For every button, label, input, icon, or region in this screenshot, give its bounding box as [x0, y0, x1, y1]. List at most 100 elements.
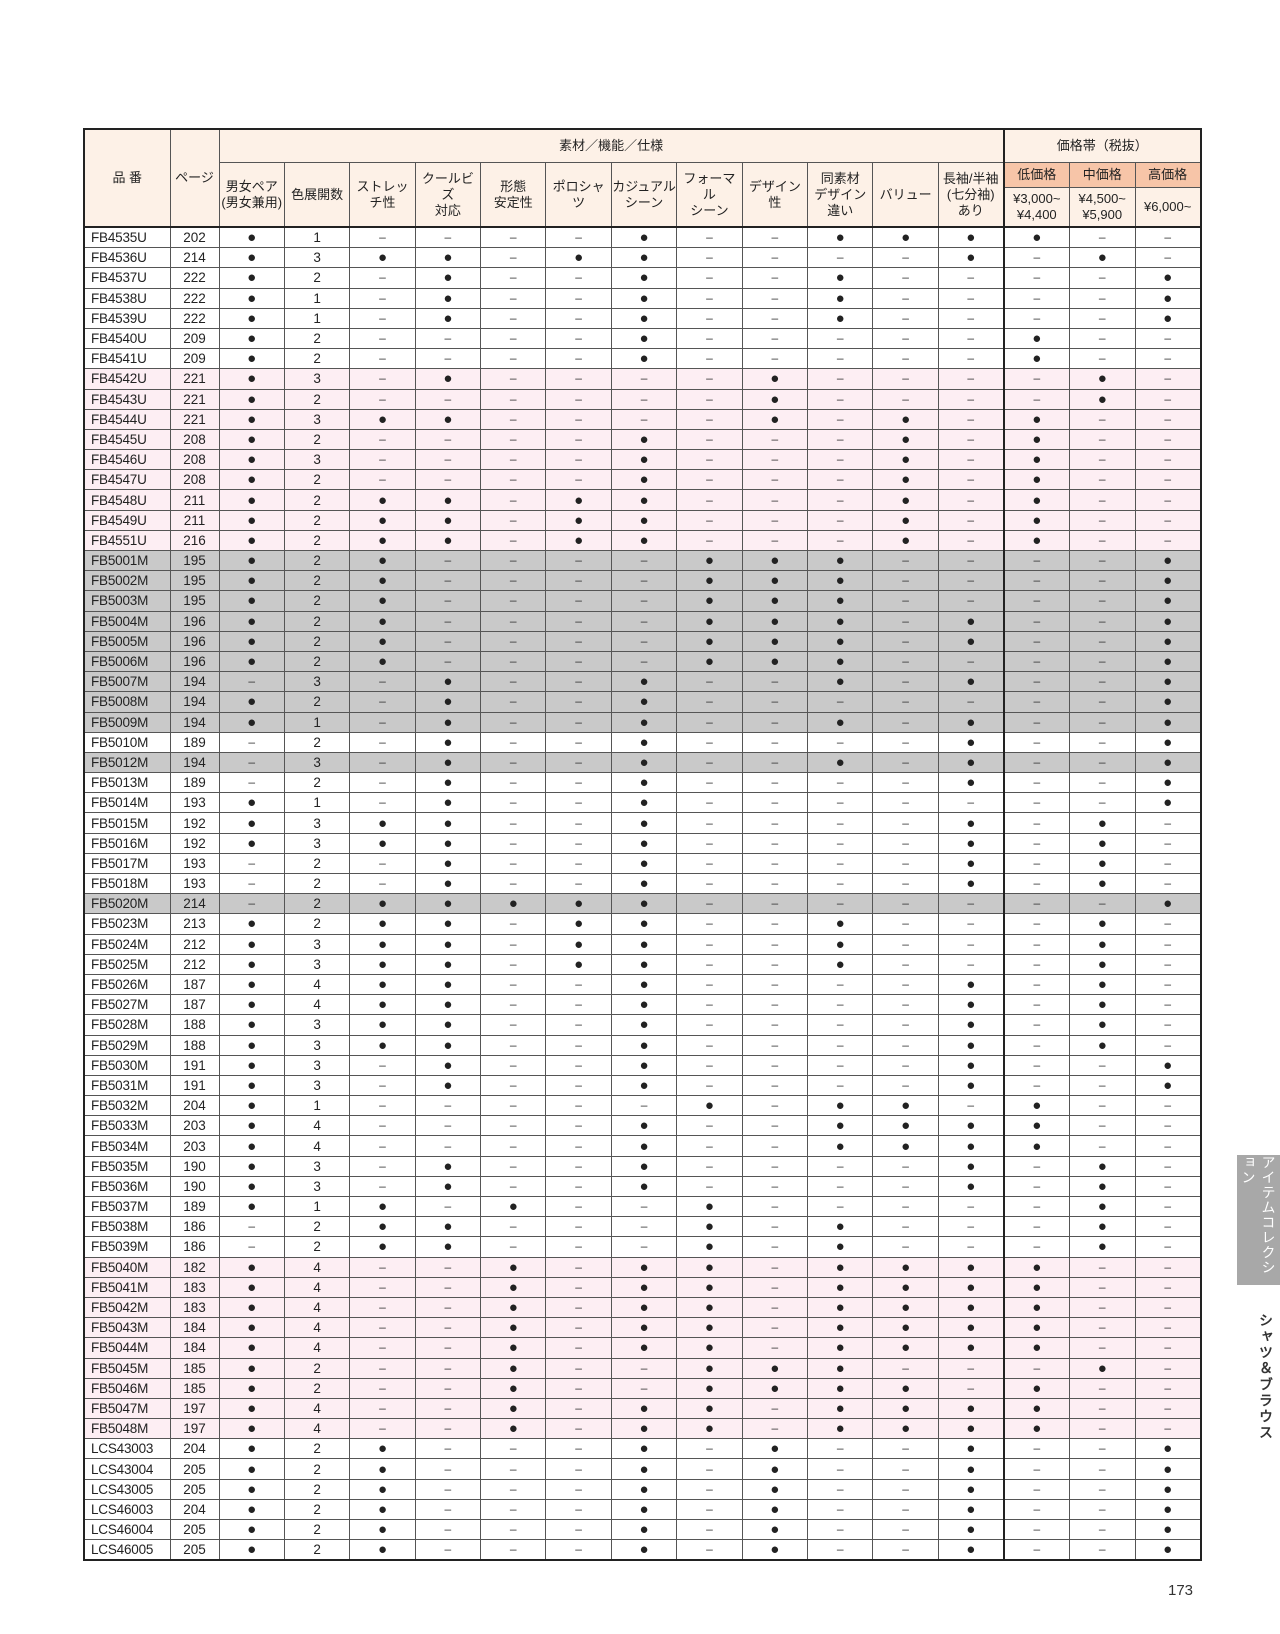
dash-mark: – — [1002, 691, 1070, 713]
filled-dot-mark: ● — [1134, 610, 1202, 632]
dash-mark: – — [676, 872, 743, 895]
filled-dot-mark: ● — [1134, 1539, 1202, 1561]
dash-mark: – — [676, 469, 743, 491]
table-row: FB5013M 189–2– ● – – ● – – – – ● – – ● — [83, 772, 1202, 794]
filled-dot-mark: ● — [218, 1195, 285, 1218]
dash-mark: – — [807, 489, 874, 511]
dash-mark: – — [480, 1216, 547, 1238]
header-feature: 男女ペア (男女兼用) — [218, 162, 285, 228]
filled-dot-mark: ● — [610, 893, 678, 915]
product-code: FB5030M — [83, 1054, 171, 1076]
dash-mark: – — [676, 792, 743, 814]
dash-mark: – — [349, 1418, 416, 1440]
catalog-page: 191 — [169, 1054, 220, 1076]
dash-mark: – — [414, 1135, 482, 1157]
filled-dot-mark: ● — [937, 1256, 1005, 1278]
dash-mark: – — [1002, 1054, 1070, 1076]
catalog-page: 185 — [169, 1377, 220, 1399]
dash-mark: – — [741, 751, 809, 774]
filled-dot-mark: ● — [610, 1438, 678, 1460]
catalog-page: 188 — [169, 1034, 220, 1056]
color-count: 2 — [283, 549, 351, 572]
color-count: 1 — [283, 1095, 351, 1117]
dash-mark: – — [480, 388, 547, 410]
dash-mark: – — [480, 287, 547, 309]
product-code: FB5037M — [83, 1195, 171, 1218]
side-tab-item-collection[interactable]: アイテムコレクション — [1237, 1155, 1280, 1285]
color-count: 2 — [283, 1357, 351, 1379]
dash-mark: – — [741, 953, 809, 975]
catalog-page: 188 — [169, 1014, 220, 1036]
dash-mark: – — [545, 549, 612, 572]
catalog-page: 191 — [169, 1074, 220, 1097]
table-row: FB4536U 214 ● 3 ● ● – ● ● – – – – ● – ● – — [83, 247, 1202, 269]
dash-mark: – — [1068, 1397, 1136, 1420]
price-range-high: ¥6,000~ — [1134, 187, 1202, 228]
dash-mark: – — [937, 570, 1005, 592]
dash-mark: – — [741, 1095, 809, 1117]
dash-mark: – — [1002, 1438, 1070, 1460]
filled-dot-mark: ● — [676, 1418, 743, 1440]
filled-dot-mark: ● — [1134, 630, 1202, 652]
color-count: 3 — [283, 933, 351, 955]
filled-dot-mark: ● — [545, 893, 612, 915]
filled-dot-mark: ● — [1068, 247, 1136, 269]
filled-dot-mark: ● — [872, 1115, 939, 1137]
dash-mark: – — [349, 1095, 416, 1117]
filled-dot-mark: ● — [676, 1095, 743, 1117]
dash-mark: – — [414, 1337, 482, 1359]
dash-mark: – — [545, 1397, 612, 1420]
dash-mark: – — [807, 327, 874, 350]
price-range-low: ¥3,000~ ¥4,400 — [1002, 187, 1070, 228]
filled-dot-mark: ● — [1068, 1236, 1136, 1258]
dash-mark: – — [807, 1539, 874, 1561]
catalog-page: 221 — [169, 368, 220, 390]
filled-dot-mark: ● — [937, 1115, 1005, 1137]
dash-mark: – — [676, 368, 743, 390]
table-row: FB5048M 197 ● 4– – ● – ● ● – ● ● ● ● – – — [83, 1418, 1202, 1440]
table-row: FB5004M 196 ● 2 ● – – – – ● ● ● – ● – – ● — [83, 610, 1202, 632]
dash-mark: – — [1134, 327, 1202, 350]
filled-dot-mark: ● — [349, 630, 416, 652]
dash-mark: – — [610, 1216, 678, 1238]
dash-mark: – — [349, 872, 416, 895]
dash-mark: – — [1068, 1498, 1136, 1521]
dash-mark: – — [545, 1155, 612, 1177]
table-row: FB5028M 188 ● 3 ● ● – – ● – – – – ● – ● – — [83, 1014, 1202, 1036]
dash-mark: – — [741, 469, 809, 491]
filled-dot-mark: ● — [741, 610, 809, 632]
filled-dot-mark: ● — [218, 973, 285, 996]
header-feature: 色展開数 — [283, 162, 351, 228]
color-count: 2 — [283, 913, 351, 935]
filled-dot-mark: ● — [610, 1539, 678, 1561]
color-count: 1 — [283, 1195, 351, 1218]
dash-mark: – — [872, 1195, 939, 1218]
table-row: FB5035M 190 ● 3– ● – – ● – – – – ● – ● – — [83, 1155, 1202, 1177]
filled-dot-mark: ● — [218, 1418, 285, 1440]
dash-mark: – — [1002, 1175, 1070, 1198]
filled-dot-mark: ● — [1134, 307, 1202, 329]
filled-dot-mark: ● — [741, 1377, 809, 1399]
filled-dot-mark: ● — [218, 792, 285, 814]
dash-mark: – — [545, 307, 612, 329]
product-code: FB5015M — [83, 812, 171, 834]
color-count: 4 — [283, 1418, 351, 1440]
dash-mark: – — [1134, 1296, 1202, 1319]
dash-mark: – — [480, 832, 547, 854]
filled-dot-mark: ● — [937, 812, 1005, 834]
dash-mark: – — [1002, 1498, 1070, 1521]
table-body: FB4535U 202 ● 1– – – – ● – – ● ● ● ● – – FB4536U 214 ● 3 ● ● –… — [83, 226, 1202, 1561]
filled-dot-mark: ● — [872, 1418, 939, 1440]
color-count: 2 — [283, 590, 351, 612]
filled-dot-mark: ● — [610, 348, 678, 370]
filled-dot-mark: ● — [937, 226, 1005, 249]
dash-mark: – — [1134, 1418, 1202, 1440]
dash-mark: – — [1002, 610, 1070, 632]
table-row: LCS43005 205 ● 2 ● – – – ● – ● – – ● – – ● — [83, 1478, 1202, 1500]
filled-dot-mark: ● — [218, 1074, 285, 1097]
catalog-page: 222 — [169, 267, 220, 289]
dash-mark: – — [937, 549, 1005, 572]
table-row: FB4549U 211 ● 2 ● ● – ● ● – – – ● – ● – – — [83, 509, 1202, 531]
filled-dot-mark: ● — [414, 1054, 482, 1076]
color-count: 3 — [283, 1054, 351, 1076]
